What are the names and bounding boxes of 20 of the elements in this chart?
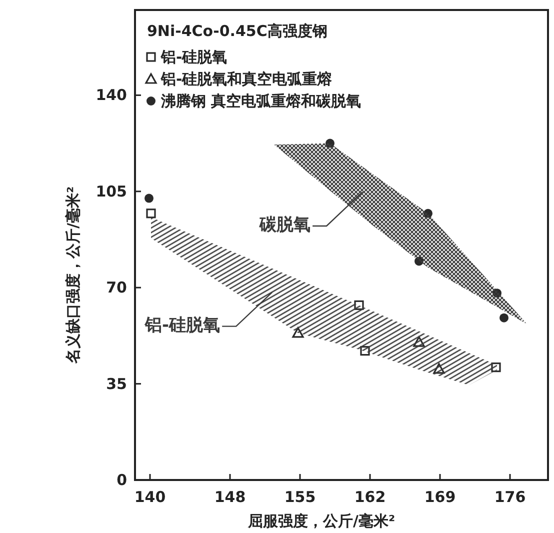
y-tick-label: 35 bbox=[106, 374, 127, 393]
x-tick-label: 176 bbox=[494, 488, 526, 506]
x-tick-label: 140 bbox=[134, 488, 166, 506]
legend: 沸腾钢 真空电弧重熔和碳脱氧 bbox=[146, 92, 362, 110]
text: 9Ni-4Co-0.45C高强度钢 bbox=[147, 22, 328, 40]
y-tick-label: 105 bbox=[96, 182, 127, 200]
x-tick-label: 169 bbox=[424, 488, 456, 506]
x-tick-label: 162 bbox=[354, 488, 386, 506]
x-axis-title: 屈服强度，公斤/毫米² bbox=[246, 512, 396, 530]
legend: 铝-硅脱氧和真空电弧重熔 bbox=[144, 70, 332, 88]
legend-label: 碳脱氧 bbox=[258, 214, 311, 235]
x-tick-label: 155 bbox=[284, 488, 316, 506]
x-tick-label: 148 bbox=[214, 488, 246, 506]
y-axis-title: 名义缺口强度，公斤/毫米² bbox=[64, 186, 82, 365]
legend-label: 铝-硅脱氧 bbox=[160, 48, 228, 66]
y-tick-label: 0 bbox=[116, 471, 127, 489]
y-tick-label: 70 bbox=[106, 278, 127, 297]
y-tick-label: 140 bbox=[96, 86, 127, 104]
legend-label: 铝-硅脱氧 bbox=[144, 315, 220, 336]
legend: 铝-硅脱氧 bbox=[146, 48, 228, 66]
